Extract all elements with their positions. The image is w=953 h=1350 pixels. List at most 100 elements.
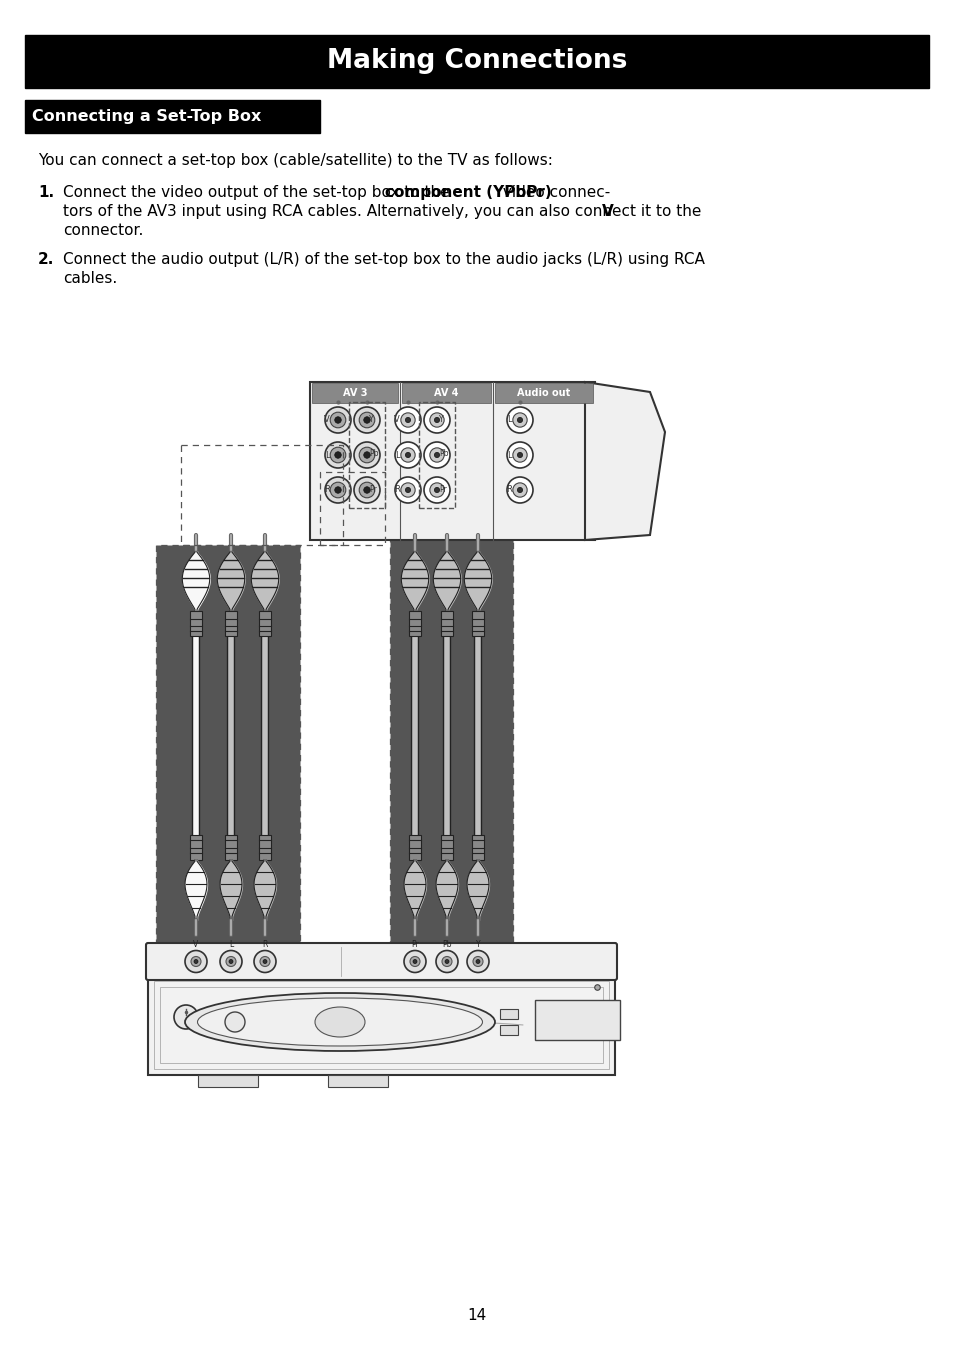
Bar: [349, 402, 385, 508]
Circle shape: [506, 477, 533, 504]
Text: Audio out: Audio out: [517, 387, 570, 398]
Circle shape: [517, 487, 522, 493]
Text: Pb: Pb: [442, 940, 452, 949]
Circle shape: [434, 417, 439, 423]
Circle shape: [354, 406, 379, 433]
Bar: [440, 836, 453, 860]
Text: V: V: [601, 204, 613, 219]
Circle shape: [220, 950, 242, 972]
Bar: [160, 987, 602, 1062]
Circle shape: [225, 1012, 245, 1031]
Circle shape: [423, 477, 450, 504]
Text: 14: 14: [467, 1308, 486, 1323]
Circle shape: [513, 483, 527, 497]
Text: Making Connections: Making Connections: [327, 49, 626, 74]
Circle shape: [359, 412, 375, 428]
Circle shape: [330, 482, 345, 498]
Circle shape: [354, 477, 379, 504]
Text: AV 4: AV 4: [434, 387, 458, 398]
Text: Connecting a Set-Top Box: Connecting a Set-Top Box: [32, 108, 261, 123]
Circle shape: [395, 441, 420, 468]
Text: V: V: [394, 416, 399, 424]
Ellipse shape: [185, 994, 495, 1052]
Circle shape: [335, 452, 341, 458]
Circle shape: [434, 487, 439, 493]
Bar: [390, 508, 513, 988]
Bar: [310, 382, 595, 540]
Ellipse shape: [314, 1007, 365, 1037]
Circle shape: [473, 957, 482, 967]
Bar: [499, 1008, 517, 1019]
Text: Connect the video output of the set-top box to the: Connect the video output of the set-top …: [63, 185, 454, 200]
Bar: [401, 383, 491, 404]
Circle shape: [335, 487, 341, 493]
Text: You can connect a set-top box (cable/satellite) to the TV as follows:: You can connect a set-top box (cable/sat…: [38, 153, 553, 167]
Circle shape: [513, 448, 527, 462]
Bar: [495, 383, 593, 404]
Circle shape: [325, 406, 351, 433]
Circle shape: [263, 960, 267, 964]
Circle shape: [517, 452, 522, 458]
Text: Pb: Pb: [369, 450, 378, 459]
Circle shape: [395, 406, 420, 433]
Circle shape: [363, 452, 370, 458]
Circle shape: [335, 417, 341, 424]
Circle shape: [430, 483, 444, 497]
Circle shape: [400, 448, 415, 462]
Text: L: L: [507, 416, 512, 424]
Circle shape: [467, 950, 489, 972]
Bar: [258, 612, 271, 636]
Circle shape: [363, 487, 370, 493]
Circle shape: [253, 950, 275, 972]
Circle shape: [395, 477, 420, 504]
Circle shape: [226, 957, 235, 967]
Circle shape: [405, 487, 410, 493]
Text: Pr: Pr: [438, 485, 446, 494]
Circle shape: [506, 441, 533, 468]
Text: cables.: cables.: [63, 271, 117, 286]
Text: video connec-: video connec-: [497, 185, 610, 200]
Circle shape: [330, 447, 345, 463]
Text: 2.: 2.: [38, 252, 54, 267]
Text: Y: Y: [438, 414, 443, 424]
Bar: [535, 1000, 619, 1040]
Text: V: V: [324, 416, 330, 424]
Text: component (YPbPr): component (YPbPr): [385, 185, 551, 200]
Text: L: L: [507, 451, 512, 459]
Bar: [409, 836, 420, 860]
Text: 1.: 1.: [38, 185, 54, 200]
Circle shape: [430, 413, 444, 427]
Bar: [25, 100, 319, 134]
Bar: [156, 545, 299, 988]
Circle shape: [476, 960, 479, 964]
Ellipse shape: [197, 998, 482, 1046]
Text: tors of the AV3 input using RCA cables. Alternatively, you can also connect it t: tors of the AV3 input using RCA cables. …: [63, 204, 705, 219]
Circle shape: [359, 482, 375, 498]
Bar: [472, 612, 483, 636]
Bar: [409, 612, 420, 636]
Circle shape: [434, 452, 439, 458]
Circle shape: [513, 413, 527, 427]
Circle shape: [191, 957, 201, 967]
Bar: [181, 446, 343, 545]
Bar: [25, 35, 928, 88]
Circle shape: [325, 477, 351, 504]
Bar: [418, 402, 455, 508]
Text: V: V: [193, 940, 198, 949]
Circle shape: [423, 441, 450, 468]
Text: Connect the audio output (L/R) of the set-top box to the audio jacks (L/R) using: Connect the audio output (L/R) of the se…: [63, 252, 704, 267]
Circle shape: [400, 413, 415, 427]
Bar: [198, 1075, 257, 1087]
Bar: [472, 836, 483, 860]
Circle shape: [185, 950, 207, 972]
Bar: [148, 975, 615, 1075]
Bar: [153, 981, 608, 1069]
Text: connector.: connector.: [63, 223, 143, 238]
Polygon shape: [584, 382, 664, 540]
Bar: [225, 836, 236, 860]
Circle shape: [359, 447, 375, 463]
Bar: [312, 383, 397, 404]
Text: L: L: [229, 940, 233, 949]
Circle shape: [403, 950, 426, 972]
Circle shape: [436, 950, 457, 972]
